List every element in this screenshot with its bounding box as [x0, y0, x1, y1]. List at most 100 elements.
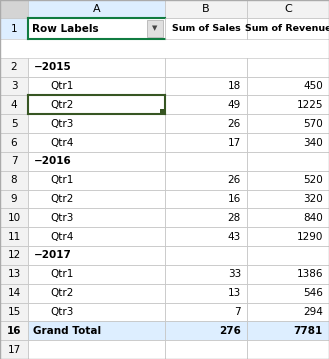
Bar	[165, 133, 247, 152]
Bar	[0, 209, 28, 227]
Bar	[28, 95, 165, 114]
Text: 7: 7	[11, 157, 17, 166]
Text: 49: 49	[228, 100, 241, 110]
Text: A: A	[93, 4, 100, 14]
Bar	[0, 58, 28, 77]
Text: 320: 320	[303, 194, 323, 204]
Bar	[247, 284, 329, 303]
Text: Qtr3: Qtr3	[50, 307, 73, 317]
Text: 520: 520	[303, 175, 323, 185]
Bar	[28, 190, 165, 209]
Text: 570: 570	[303, 119, 323, 129]
Text: Row Labels: Row Labels	[32, 23, 99, 33]
Bar	[28, 171, 165, 190]
Bar	[147, 20, 163, 37]
Bar	[247, 303, 329, 321]
Bar	[165, 18, 247, 39]
Bar	[0, 114, 28, 133]
Bar	[247, 265, 329, 284]
Text: 840: 840	[303, 213, 323, 223]
Text: 1: 1	[11, 23, 17, 33]
Bar	[0, 321, 28, 340]
Bar	[247, 209, 329, 227]
Bar	[28, 303, 165, 321]
Bar	[247, 133, 329, 152]
Bar	[28, 265, 165, 284]
Bar	[165, 171, 247, 190]
Text: ▼: ▼	[152, 25, 158, 32]
Bar	[247, 227, 329, 246]
Bar	[247, 190, 329, 209]
Text: Qtr2: Qtr2	[50, 288, 73, 298]
Bar	[28, 227, 165, 246]
Bar	[165, 152, 247, 171]
Text: 5: 5	[11, 119, 17, 129]
Text: Sum of Revenue: Sum of Revenue	[245, 24, 329, 33]
Bar	[0, 284, 28, 303]
Text: 43: 43	[228, 232, 241, 242]
Bar	[0, 18, 28, 39]
Text: 340: 340	[303, 137, 323, 148]
Text: −2017: −2017	[34, 251, 72, 261]
Bar	[0, 265, 28, 284]
Text: 6: 6	[11, 137, 17, 148]
Text: 3: 3	[11, 81, 17, 91]
Bar	[165, 284, 247, 303]
Bar	[165, 190, 247, 209]
Bar	[28, 246, 165, 265]
Text: 8: 8	[11, 175, 17, 185]
Bar	[247, 95, 329, 114]
Text: Qtr3: Qtr3	[50, 213, 73, 223]
Bar	[247, 18, 329, 39]
Text: 17: 17	[7, 345, 21, 355]
Text: 546: 546	[303, 288, 323, 298]
Bar	[28, 133, 165, 152]
Text: 450: 450	[303, 81, 323, 91]
Text: 9: 9	[11, 194, 17, 204]
Text: 16: 16	[7, 326, 21, 336]
Text: 16: 16	[228, 194, 241, 204]
Bar	[0, 133, 28, 152]
Text: 14: 14	[7, 288, 21, 298]
Text: Qtr2: Qtr2	[50, 100, 73, 110]
Bar	[165, 227, 247, 246]
Bar	[247, 171, 329, 190]
Bar	[0, 0, 28, 18]
Bar	[0, 340, 28, 359]
Text: 1290: 1290	[297, 232, 323, 242]
Bar	[165, 265, 247, 284]
Text: Grand Total: Grand Total	[33, 326, 101, 336]
Bar	[247, 340, 329, 359]
Text: Qtr1: Qtr1	[50, 175, 73, 185]
Text: 13: 13	[7, 269, 21, 279]
Bar	[28, 152, 165, 171]
Text: 17: 17	[228, 137, 241, 148]
Text: Qtr1: Qtr1	[50, 269, 73, 279]
Text: 7781: 7781	[294, 326, 323, 336]
Text: 26: 26	[228, 119, 241, 129]
Text: 1386: 1386	[296, 269, 323, 279]
Bar	[0, 171, 28, 190]
Bar	[0, 77, 28, 95]
Bar	[28, 209, 165, 227]
Bar	[165, 303, 247, 321]
Bar	[0, 190, 28, 209]
Text: 294: 294	[303, 307, 323, 317]
Text: 4: 4	[11, 100, 17, 110]
Bar	[0, 95, 28, 114]
Text: Qtr1: Qtr1	[50, 81, 73, 91]
Bar	[247, 246, 329, 265]
Text: Sum of Sales: Sum of Sales	[172, 24, 240, 33]
Text: 10: 10	[8, 213, 20, 223]
Bar	[160, 109, 164, 113]
Bar	[0, 246, 28, 265]
Bar	[247, 152, 329, 171]
Text: 33: 33	[228, 269, 241, 279]
Text: 18: 18	[228, 81, 241, 91]
Bar	[165, 58, 247, 77]
Text: 13: 13	[228, 288, 241, 298]
Bar	[247, 58, 329, 77]
Text: 28: 28	[228, 213, 241, 223]
Bar	[165, 340, 247, 359]
Text: Qtr4: Qtr4	[50, 137, 73, 148]
